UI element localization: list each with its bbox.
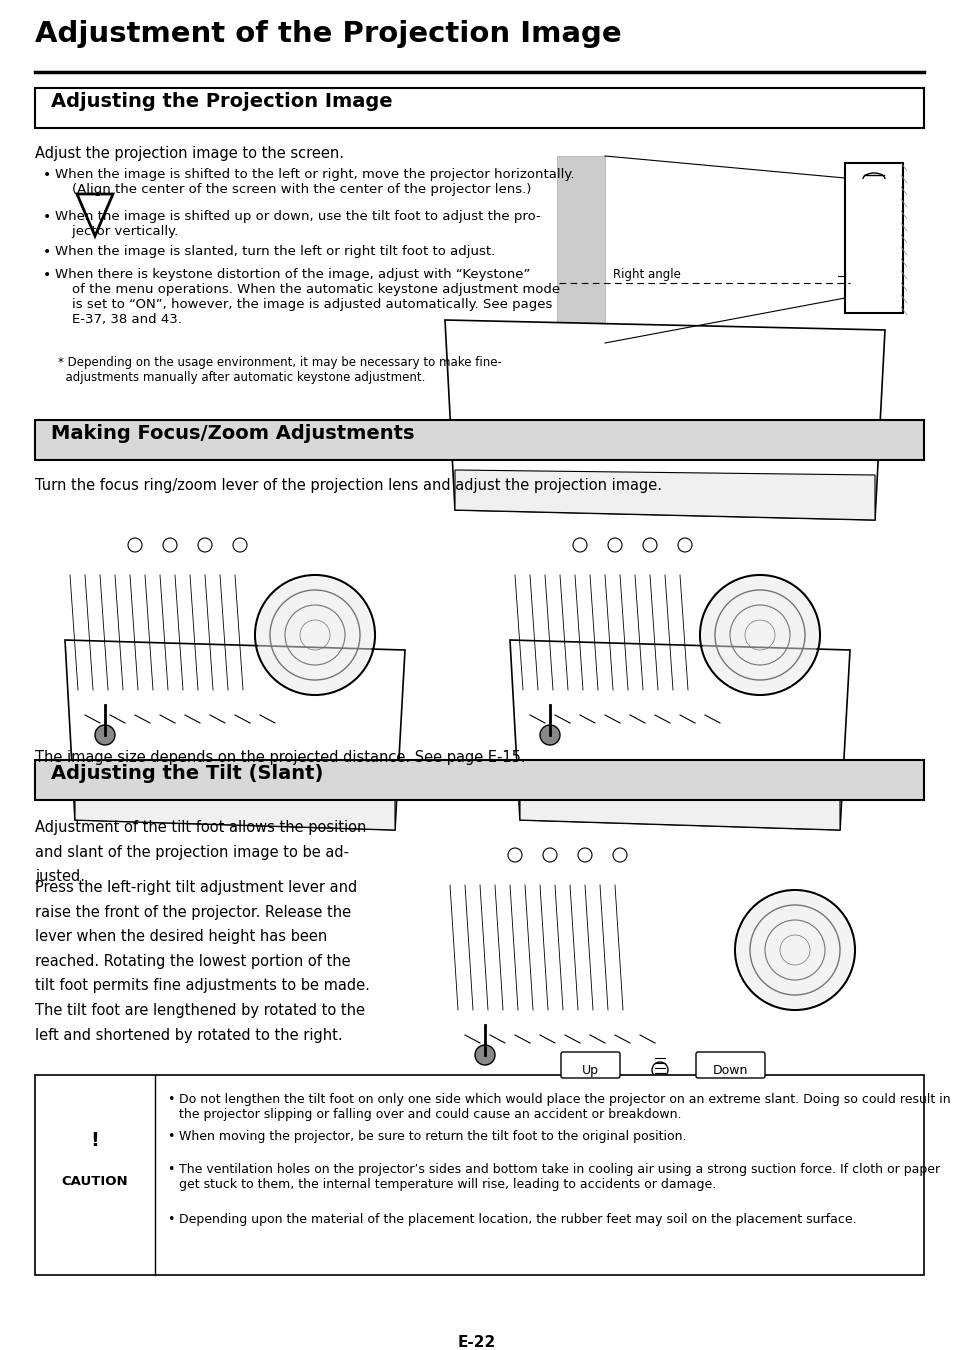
Text: Making Focus/Zoom Adjustments: Making Focus/Zoom Adjustments <box>51 424 414 443</box>
Polygon shape <box>444 320 884 520</box>
Text: Adjust the projection image to the screen.: Adjust the projection image to the scree… <box>35 146 344 161</box>
Text: •: • <box>43 211 51 224</box>
Text: E-22: E-22 <box>457 1335 496 1350</box>
Polygon shape <box>455 470 874 520</box>
Text: When moving the projector, be sure to return the tilt foot to the original posit: When moving the projector, be sure to re… <box>179 1130 686 1143</box>
Polygon shape <box>510 640 849 830</box>
Text: •: • <box>167 1094 174 1106</box>
Text: Adjusting the Projection Image: Adjusting the Projection Image <box>51 92 393 111</box>
Text: Depending upon the material of the placement location, the rubber feet may soil : Depending upon the material of the place… <box>179 1214 856 1226</box>
Text: Right angle: Right angle <box>613 269 680 281</box>
Text: Do not lengthen the tilt foot on only one side which would place the projector o: Do not lengthen the tilt foot on only on… <box>179 1094 949 1120</box>
Circle shape <box>475 1045 495 1065</box>
Text: * Depending on the usage environment, it may be necessary to make fine-
      ad: * Depending on the usage environment, it… <box>43 356 501 383</box>
Polygon shape <box>519 780 840 830</box>
Circle shape <box>539 725 559 745</box>
Text: •: • <box>43 244 51 259</box>
Text: Adjustment of the Projection Image: Adjustment of the Projection Image <box>35 20 621 49</box>
Bar <box>35 88 923 128</box>
Text: •: • <box>167 1214 174 1226</box>
Text: Adjustment of the tilt foot allows the position
and slant of the projection imag: Adjustment of the tilt foot allows the p… <box>35 819 366 884</box>
Polygon shape <box>75 780 395 830</box>
Text: Adjusting the Tilt (Slant): Adjusting the Tilt (Slant) <box>51 764 323 783</box>
Bar <box>557 157 604 343</box>
Text: Down: Down <box>712 1064 747 1077</box>
Circle shape <box>256 576 373 693</box>
Circle shape <box>737 892 852 1008</box>
Bar <box>844 163 902 313</box>
Text: Up: Up <box>581 1064 598 1077</box>
Text: •: • <box>43 167 51 182</box>
Polygon shape <box>65 640 405 830</box>
Text: •: • <box>43 269 51 282</box>
Text: When the image is shifted to the left or right, move the projector horizontally.: When the image is shifted to the left or… <box>55 167 574 196</box>
Bar <box>35 1075 923 1274</box>
Text: •: • <box>167 1162 174 1176</box>
Text: •: • <box>167 1130 174 1143</box>
Circle shape <box>701 576 817 693</box>
Circle shape <box>95 725 115 745</box>
Text: !: ! <box>91 1130 99 1149</box>
Text: When the image is slanted, turn the left or right tilt foot to adjust.: When the image is slanted, turn the left… <box>55 244 495 258</box>
Text: The image size depends on the projected distance. See page E-15.: The image size depends on the projected … <box>35 751 525 765</box>
Bar <box>35 420 923 460</box>
Bar <box>35 760 923 801</box>
Text: CAUTION: CAUTION <box>62 1174 128 1188</box>
Text: When there is keystone distortion of the image, adjust with “Keystone”
    of th: When there is keystone distortion of the… <box>55 269 559 325</box>
Text: The ventilation holes on the projector’s sides and bottom take in cooling air us: The ventilation holes on the projector’s… <box>179 1162 939 1191</box>
FancyBboxPatch shape <box>696 1052 764 1079</box>
Text: Turn the focus ring/zoom lever of the projection lens and adjust the projection : Turn the focus ring/zoom lever of the pr… <box>35 478 661 493</box>
Text: When the image is shifted up or down, use the tilt foot to adjust the pro-
    j: When the image is shifted up or down, us… <box>55 211 540 238</box>
FancyBboxPatch shape <box>560 1052 619 1079</box>
Text: Press the left-right tilt adjustment lever and
raise the front of the projector.: Press the left-right tilt adjustment lev… <box>35 880 370 1042</box>
